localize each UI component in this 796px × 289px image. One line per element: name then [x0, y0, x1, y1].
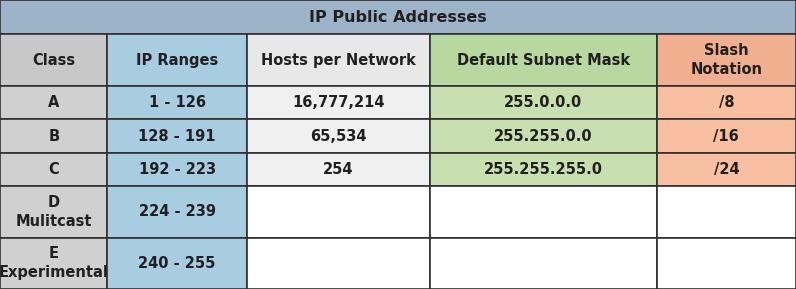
- Bar: [0, 238, 107, 289]
- Text: 255.0.0.0: 255.0.0.0: [504, 95, 583, 110]
- Bar: [657, 153, 796, 186]
- Bar: [430, 238, 657, 289]
- Bar: [0, 186, 107, 238]
- Text: A: A: [48, 95, 60, 110]
- Text: 16,777,214: 16,777,214: [292, 95, 384, 110]
- Text: 192 - 223: 192 - 223: [139, 162, 216, 177]
- Text: /24: /24: [713, 162, 739, 177]
- Text: IP Ranges: IP Ranges: [136, 53, 218, 68]
- Bar: [430, 34, 657, 86]
- Bar: [107, 86, 247, 119]
- Text: 254: 254: [323, 162, 353, 177]
- Bar: [247, 34, 430, 86]
- Bar: [107, 238, 247, 289]
- Bar: [247, 238, 430, 289]
- Bar: [657, 238, 796, 289]
- Bar: [0, 86, 107, 119]
- Text: Hosts per Network: Hosts per Network: [261, 53, 416, 68]
- Bar: [657, 186, 796, 238]
- Text: E
Experimental: E Experimental: [0, 247, 109, 280]
- Bar: [107, 153, 247, 186]
- Text: 255.255.255.0: 255.255.255.0: [484, 162, 603, 177]
- Text: Default Subnet Mask: Default Subnet Mask: [457, 53, 630, 68]
- Bar: [430, 119, 657, 153]
- Text: 65,534: 65,534: [310, 129, 366, 144]
- Bar: [107, 119, 247, 153]
- Bar: [0, 153, 107, 186]
- Bar: [0, 119, 107, 153]
- Bar: [657, 119, 796, 153]
- Bar: [107, 186, 247, 238]
- Text: C: C: [49, 162, 59, 177]
- Bar: [430, 153, 657, 186]
- Text: Slash
Notation: Slash Notation: [690, 43, 763, 77]
- Bar: [657, 34, 796, 86]
- Bar: [247, 119, 430, 153]
- Text: D
Mulitcast: D Mulitcast: [15, 195, 92, 229]
- Text: 128 - 191: 128 - 191: [139, 129, 216, 144]
- Text: 240 - 255: 240 - 255: [139, 256, 216, 271]
- Bar: [430, 186, 657, 238]
- Text: 1 - 126: 1 - 126: [149, 95, 205, 110]
- Bar: [0, 34, 107, 86]
- Text: /16: /16: [713, 129, 739, 144]
- Bar: [247, 86, 430, 119]
- Text: IP Public Addresses: IP Public Addresses: [309, 10, 487, 25]
- Text: 255.255.0.0: 255.255.0.0: [494, 129, 592, 144]
- Text: Class: Class: [32, 53, 76, 68]
- Bar: [107, 34, 247, 86]
- Bar: [657, 86, 796, 119]
- Bar: [0, 0, 796, 34]
- Text: /8: /8: [719, 95, 734, 110]
- Bar: [247, 186, 430, 238]
- Text: B: B: [49, 129, 59, 144]
- Bar: [247, 153, 430, 186]
- Bar: [430, 86, 657, 119]
- Text: 224 - 239: 224 - 239: [139, 204, 216, 219]
